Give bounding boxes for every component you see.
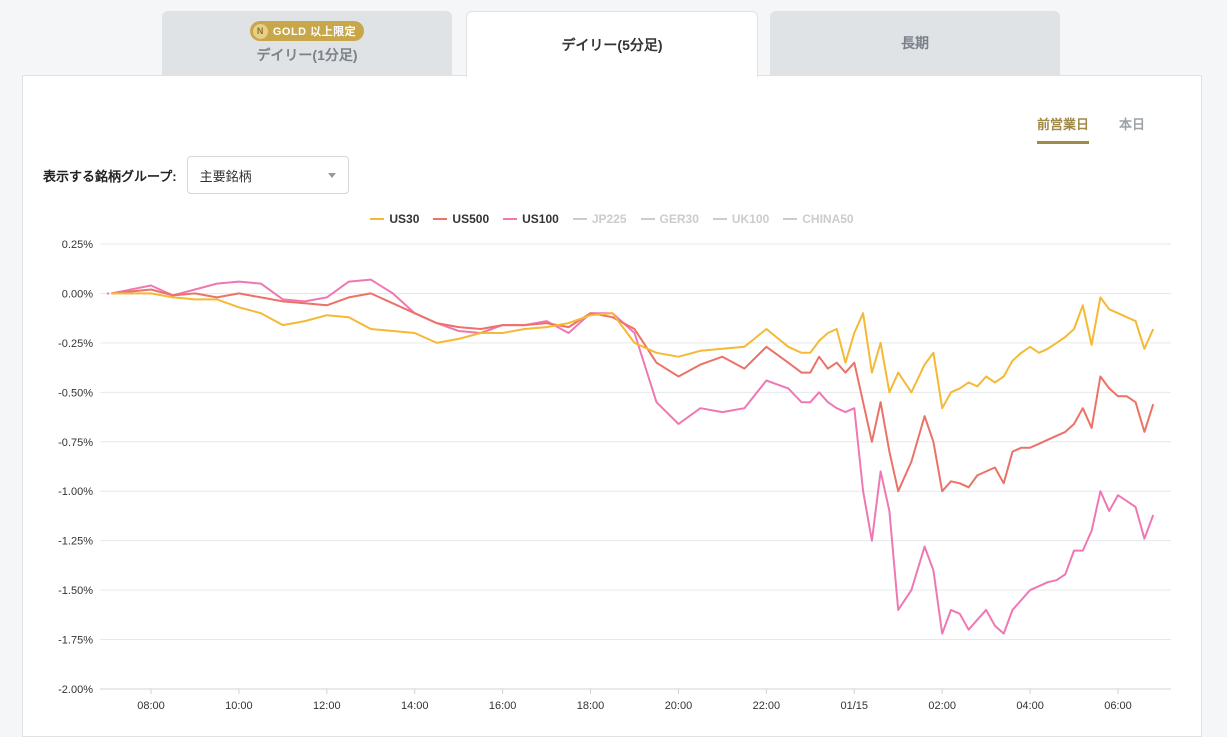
legend-item-china50[interactable]: CHINA50 xyxy=(783,212,854,226)
y-tick-label: 0.00% xyxy=(62,288,93,300)
line-chart: 0.25% 0.00% -0.25% -0.50% -0.75% -1.00% -1.25%… xyxy=(58,239,1171,712)
legend-label: UK100 xyxy=(731,212,770,226)
legend-swatch xyxy=(370,218,385,220)
x-tick-label: 10:00 xyxy=(225,700,253,712)
legend-label: CHINA50 xyxy=(802,212,854,226)
x-tick-label: 08:00 xyxy=(137,700,165,712)
legend-label: GER30 xyxy=(659,212,699,226)
x-tick-label: 12:00 xyxy=(313,700,341,712)
y-tick-label: -2.00% xyxy=(58,684,93,696)
gold-badge-label: GOLD 以上限定 xyxy=(272,26,357,38)
x-tick-label: 16:00 xyxy=(489,700,517,712)
x-tick-label: 01/15 xyxy=(841,700,869,712)
legend-swatch xyxy=(433,218,448,220)
chart-panel: 前営業日 本日 表示する銘柄グループ: 主要銘柄 US30 US500 US100 J… xyxy=(22,75,1202,737)
legend-label: US500 xyxy=(452,212,490,226)
period-prev-day[interactable]: 前営業日 xyxy=(1036,114,1089,144)
legend-swatch xyxy=(503,218,518,220)
tab-daily-1min[interactable]: N GOLD 以上限定 デイリー(1分足) xyxy=(162,11,452,75)
y-tick-label: -1.25% xyxy=(58,536,93,548)
group-label: 表示する銘柄グループ: xyxy=(43,168,177,184)
x-tick-label: 06:00 xyxy=(1104,700,1132,712)
tab-daily-5min[interactable]: デイリー(5分足) xyxy=(466,11,758,77)
x-tick-label: 04:00 xyxy=(1016,700,1044,712)
legend-swatch xyxy=(712,218,727,220)
legend-label: JP225 xyxy=(591,212,627,226)
gold-medal-icon: N xyxy=(252,23,268,39)
x-tick-label: 02:00 xyxy=(928,700,956,712)
period-today[interactable]: 本日 xyxy=(1118,117,1145,132)
x-tick-label: 18:00 xyxy=(577,700,605,712)
legend-swatch xyxy=(783,218,798,220)
legend-label: US30 xyxy=(389,212,420,226)
y-tick-label: -0.75% xyxy=(58,437,93,449)
period-switch: 前営業日 本日 xyxy=(1036,114,1145,144)
y-tick-label: 0.25% xyxy=(62,239,93,251)
tab-long-term[interactable]: 長期 xyxy=(770,11,1060,75)
group-select-value: 主要銘柄 xyxy=(199,168,252,184)
legend-item-uk100[interactable]: UK100 xyxy=(712,212,770,226)
group-select[interactable]: 主要銘柄 xyxy=(186,156,349,194)
series-line-us100 xyxy=(111,278,1155,635)
tab-label: デイリー(1分足) xyxy=(256,47,358,63)
legend-item-us100[interactable]: US100 xyxy=(503,212,559,226)
legend-item-jp225[interactable]: JP225 xyxy=(572,212,627,226)
legend-item-us30[interactable]: US30 xyxy=(370,212,419,226)
x-tick-label: 14:00 xyxy=(401,700,429,712)
gold-badge: N GOLD 以上限定 xyxy=(249,21,365,41)
chart-legend: US30 US500 US100 JP225 GER30 UK100 CHINA50 xyxy=(23,212,1201,226)
tab-label: デイリー(5分足) xyxy=(561,36,663,53)
group-selector-row: 表示する銘柄グループ: 主要銘柄 xyxy=(43,156,349,194)
y-tick-label: -0.25% xyxy=(58,338,93,350)
y-tick-label: -0.50% xyxy=(58,387,93,399)
series-line-us30 xyxy=(111,292,1155,410)
x-tick-label: 22:00 xyxy=(753,700,781,712)
y-tick-label: -1.00% xyxy=(58,486,93,498)
legend-item-us500[interactable]: US500 xyxy=(433,212,489,226)
y-tick-label: -1.50% xyxy=(58,585,93,597)
series-line-us500 xyxy=(111,288,1155,493)
y-tick-label: -1.75% xyxy=(58,635,93,647)
legend-item-ger30[interactable]: GER30 xyxy=(640,212,699,226)
chevron-down-icon xyxy=(327,172,336,178)
x-tick-label: 20:00 xyxy=(665,700,693,712)
legend-label: US100 xyxy=(522,212,559,226)
tab-label: 長期 xyxy=(901,35,929,51)
chart-tabs: N GOLD 以上限定 デイリー(1分足) デイリー(5分足) 長期 xyxy=(0,11,1227,77)
legend-swatch xyxy=(640,218,655,220)
legend-swatch xyxy=(572,218,587,220)
